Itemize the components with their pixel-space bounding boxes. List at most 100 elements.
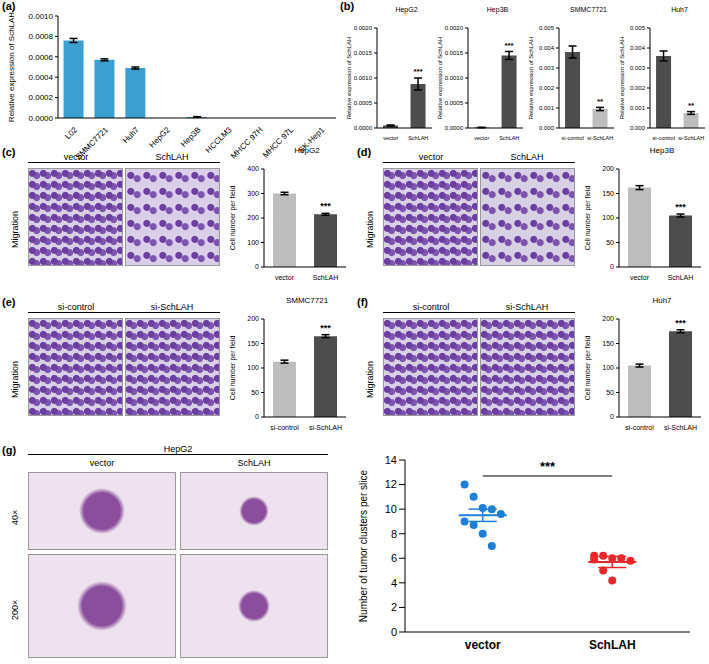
svg-text:150: 150: [602, 340, 614, 347]
svg-text:vector: vector: [465, 638, 501, 652]
svg-text:Cell number per field: Cell number per field: [229, 186, 237, 251]
svg-text:si-control: si-control: [653, 135, 675, 141]
svg-text:vector: vector: [275, 274, 295, 281]
svg-text:0: 0: [610, 263, 614, 270]
svg-text:***: ***: [320, 201, 331, 211]
svg-text:MHCC 97L: MHCC 97L: [261, 125, 296, 160]
svg-text:0: 0: [255, 263, 259, 270]
svg-text:0.0010: 0.0010: [445, 75, 464, 81]
svg-text:SchLAH: SchLAH: [589, 638, 636, 652]
svg-text:Relative expression of SchLAH: Relative expression of SchLAH: [528, 37, 534, 120]
svg-text:200: 200: [602, 315, 614, 322]
svg-text:100: 100: [602, 214, 614, 221]
svg-text:6: 6: [391, 552, 397, 564]
svg-text:0.0010: 0.0010: [354, 75, 373, 81]
svg-text:si-control: si-control: [270, 424, 299, 431]
svg-text:400: 400: [247, 165, 259, 172]
svg-text:300: 300: [247, 190, 259, 197]
svg-text:100: 100: [247, 239, 259, 246]
svg-text:200: 200: [247, 214, 259, 221]
svg-text:**: **: [688, 101, 695, 110]
svg-text:0.001: 0.001: [630, 105, 646, 111]
svg-text:HepG2: HepG2: [147, 125, 172, 150]
svg-text:Relative expression of SchLAH: Relative expression of SchLAH: [346, 37, 352, 120]
svg-text:0.0004: 0.0004: [29, 73, 54, 82]
svg-text:0.0020: 0.0020: [445, 25, 464, 31]
svg-text:0.004: 0.004: [539, 45, 555, 51]
svg-text:si-SchLAH: si-SchLAH: [678, 135, 704, 141]
svg-text:0.001: 0.001: [539, 105, 555, 111]
svg-text:150: 150: [602, 190, 614, 197]
svg-text:0.0005: 0.0005: [445, 100, 464, 106]
svg-text:Relative expression of SchLAH: Relative expression of SchLAH: [7, 12, 16, 123]
svg-text:si-control: si-control: [625, 424, 654, 431]
svg-text:0.0005: 0.0005: [354, 100, 373, 106]
svg-text:***: ***: [504, 41, 514, 50]
svg-text:0.005: 0.005: [630, 25, 646, 31]
svg-text:0.0000: 0.0000: [354, 125, 373, 131]
svg-text:100: 100: [602, 364, 614, 371]
svg-text:Cell number per field: Cell number per field: [229, 336, 237, 401]
svg-text:Cell number per field: Cell number per field: [584, 186, 592, 251]
svg-text:200: 200: [247, 315, 259, 322]
svg-text:14: 14: [385, 454, 397, 466]
svg-text:***: ***: [675, 202, 686, 212]
svg-text:0.002: 0.002: [539, 85, 555, 91]
svg-text:si-control: si-control: [562, 135, 584, 141]
svg-text:0.005: 0.005: [539, 25, 555, 31]
svg-text:50: 50: [251, 389, 259, 396]
svg-text:4: 4: [391, 577, 397, 589]
svg-text:0.003: 0.003: [630, 65, 646, 71]
svg-text:0.000: 0.000: [539, 125, 555, 131]
svg-text:0.0000: 0.0000: [445, 125, 464, 131]
svg-text:Relative expression of SchLAH: Relative expression of SchLAH: [619, 37, 625, 120]
svg-text:0.002: 0.002: [630, 85, 646, 91]
svg-text:SchLAH: SchLAH: [313, 274, 339, 281]
svg-text:***: ***: [675, 318, 686, 328]
svg-text:0.0015: 0.0015: [445, 50, 464, 56]
svg-text:0.0008: 0.0008: [29, 32, 54, 41]
svg-text:0: 0: [610, 413, 614, 420]
svg-text:0.0015: 0.0015: [354, 50, 373, 56]
svg-text:0: 0: [391, 626, 397, 638]
svg-text:100: 100: [247, 364, 259, 371]
svg-text:0.0002: 0.0002: [29, 93, 54, 102]
svg-text:SchLAH: SchLAH: [499, 135, 519, 141]
svg-text:MHCC 97H: MHCC 97H: [229, 125, 264, 160]
svg-text:2: 2: [391, 601, 397, 613]
svg-text:vector: vector: [383, 135, 398, 141]
svg-text:si-SchLAH: si-SchLAH: [664, 424, 697, 431]
svg-text:si-SchLAH: si-SchLAH: [309, 424, 342, 431]
svg-text:***: ***: [413, 67, 423, 76]
svg-text:Number of tumor clusters per s: Number of tumor clusters per slice: [358, 469, 369, 622]
svg-text:SchLAH: SchLAH: [668, 274, 694, 281]
svg-text:12: 12: [385, 478, 397, 490]
svg-text:0: 0: [255, 413, 259, 420]
svg-text:0.004: 0.004: [630, 45, 646, 51]
svg-text:***: ***: [540, 459, 556, 474]
svg-text:0.0020: 0.0020: [354, 25, 373, 31]
svg-text:***: ***: [320, 323, 331, 333]
svg-text:50: 50: [606, 389, 614, 396]
svg-text:10: 10: [385, 503, 397, 515]
svg-text:SchLAH: SchLAH: [408, 135, 428, 141]
svg-text:0.0010: 0.0010: [29, 12, 54, 21]
svg-text:0.000: 0.000: [630, 125, 646, 131]
svg-text:**: **: [597, 97, 604, 106]
svg-text:L02: L02: [63, 125, 79, 141]
svg-text:0.003: 0.003: [539, 65, 555, 71]
svg-text:Hep3B: Hep3B: [179, 125, 203, 149]
svg-text:Cell number per field: Cell number per field: [584, 336, 592, 401]
svg-text:50: 50: [606, 239, 614, 246]
svg-text:vector: vector: [474, 135, 489, 141]
svg-text:HCCLM3: HCCLM3: [204, 125, 234, 155]
svg-text:8: 8: [391, 528, 397, 540]
svg-text:Huh7: Huh7: [121, 125, 141, 145]
svg-text:si-SchLAH: si-SchLAH: [587, 135, 613, 141]
svg-text:0.0000: 0.0000: [29, 114, 54, 123]
svg-text:150: 150: [247, 340, 259, 347]
svg-text:0.0006: 0.0006: [29, 53, 54, 62]
svg-text:200: 200: [602, 165, 614, 172]
svg-text:vector: vector: [630, 274, 650, 281]
svg-text:Relative expression of SchLAH: Relative expression of SchLAH: [437, 37, 443, 120]
